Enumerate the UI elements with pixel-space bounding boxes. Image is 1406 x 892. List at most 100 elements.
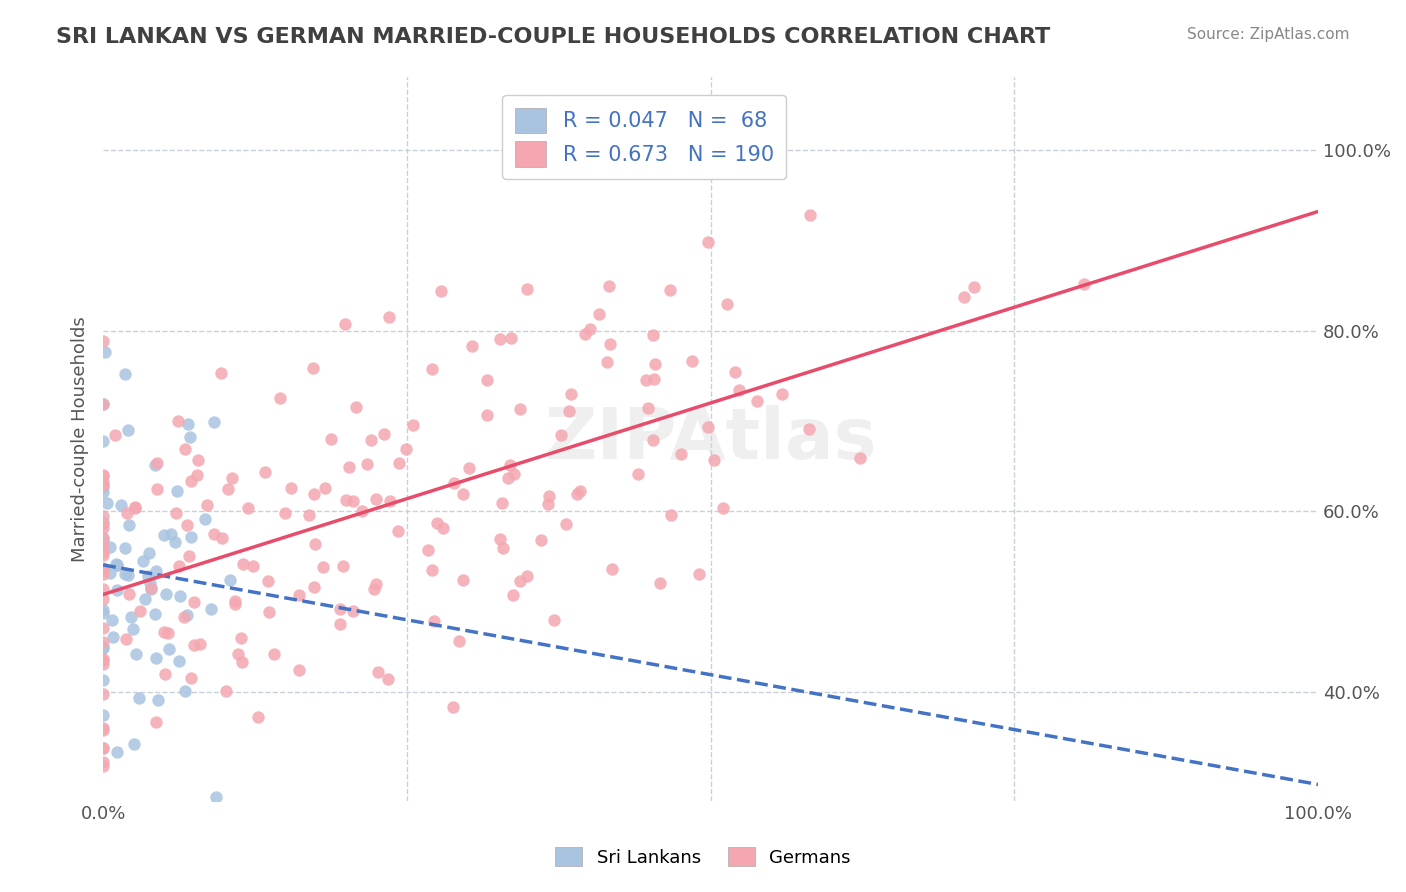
Point — [187, 453, 209, 467]
Point — [688, 566, 710, 581]
Point — [91, 397, 114, 411]
Point — [335, 492, 357, 507]
Point — [91, 582, 114, 596]
Text: Source: ZipAtlas.com: Source: ZipAtlas.com — [1187, 27, 1350, 42]
Point — [378, 310, 401, 325]
Point — [91, 635, 114, 649]
Point — [91, 755, 114, 769]
Point — [138, 546, 160, 560]
Point — [136, 569, 159, 583]
Point — [122, 737, 145, 751]
Point — [280, 482, 302, 496]
Point — [314, 481, 336, 495]
Point — [770, 387, 793, 401]
Point — [242, 559, 264, 574]
Point — [342, 604, 364, 618]
Point — [121, 622, 143, 636]
Point — [388, 456, 411, 470]
Point — [125, 647, 148, 661]
Point — [304, 537, 326, 551]
Point — [569, 483, 592, 498]
Point — [143, 458, 166, 472]
Point — [91, 484, 114, 499]
Point — [100, 540, 122, 554]
Point — [599, 336, 621, 351]
Point — [373, 426, 395, 441]
Point — [269, 391, 291, 405]
Point — [183, 595, 205, 609]
Point — [157, 641, 180, 656]
Point — [180, 530, 202, 544]
Point — [226, 647, 249, 661]
Point — [422, 615, 444, 629]
Point — [364, 577, 387, 591]
Point — [360, 433, 382, 447]
Point — [128, 604, 150, 618]
Point — [218, 574, 240, 588]
Point — [114, 367, 136, 381]
Point — [141, 582, 163, 596]
Point — [91, 538, 114, 552]
Point — [502, 588, 524, 602]
Point — [91, 652, 114, 666]
Point — [153, 666, 176, 681]
Point — [344, 400, 367, 414]
Point — [157, 625, 180, 640]
Point — [188, 637, 211, 651]
Point — [364, 491, 387, 506]
Point — [115, 632, 138, 646]
Point — [555, 517, 578, 532]
Point — [350, 504, 373, 518]
Point — [962, 280, 984, 294]
Point — [650, 575, 672, 590]
Point — [141, 582, 163, 596]
Point — [146, 693, 169, 707]
Point — [425, 516, 447, 530]
Point — [600, 562, 623, 576]
Point — [91, 544, 114, 558]
Point — [91, 723, 114, 737]
Point — [91, 561, 114, 575]
Point — [91, 434, 114, 449]
Point — [420, 362, 443, 376]
Point — [91, 673, 114, 687]
Point — [105, 745, 128, 759]
Point — [167, 654, 190, 668]
Point — [1073, 277, 1095, 291]
Point — [367, 665, 389, 679]
Point — [91, 740, 114, 755]
Point — [443, 476, 465, 491]
Point — [165, 506, 187, 520]
Point — [91, 515, 114, 529]
Point — [297, 508, 319, 523]
Point — [745, 393, 768, 408]
Point — [312, 559, 335, 574]
Point — [395, 442, 418, 456]
Point — [543, 613, 565, 627]
Point — [105, 557, 128, 571]
Point — [143, 607, 166, 621]
Point — [160, 526, 183, 541]
Point — [537, 489, 560, 503]
Point — [429, 284, 451, 298]
Point — [644, 357, 666, 371]
Point — [253, 465, 276, 479]
Point — [101, 613, 124, 627]
Point — [696, 235, 718, 249]
Point — [117, 567, 139, 582]
Point — [263, 647, 285, 661]
Point — [319, 432, 342, 446]
Point — [387, 524, 409, 538]
Point — [91, 603, 114, 617]
Point — [166, 484, 188, 499]
Point — [574, 326, 596, 341]
Point — [105, 558, 128, 572]
Point — [337, 460, 360, 475]
Point — [797, 422, 820, 436]
Point — [91, 563, 114, 577]
Point — [204, 527, 226, 541]
Point — [117, 423, 139, 437]
Point — [202, 415, 225, 429]
Point — [180, 671, 202, 685]
Point — [200, 602, 222, 616]
